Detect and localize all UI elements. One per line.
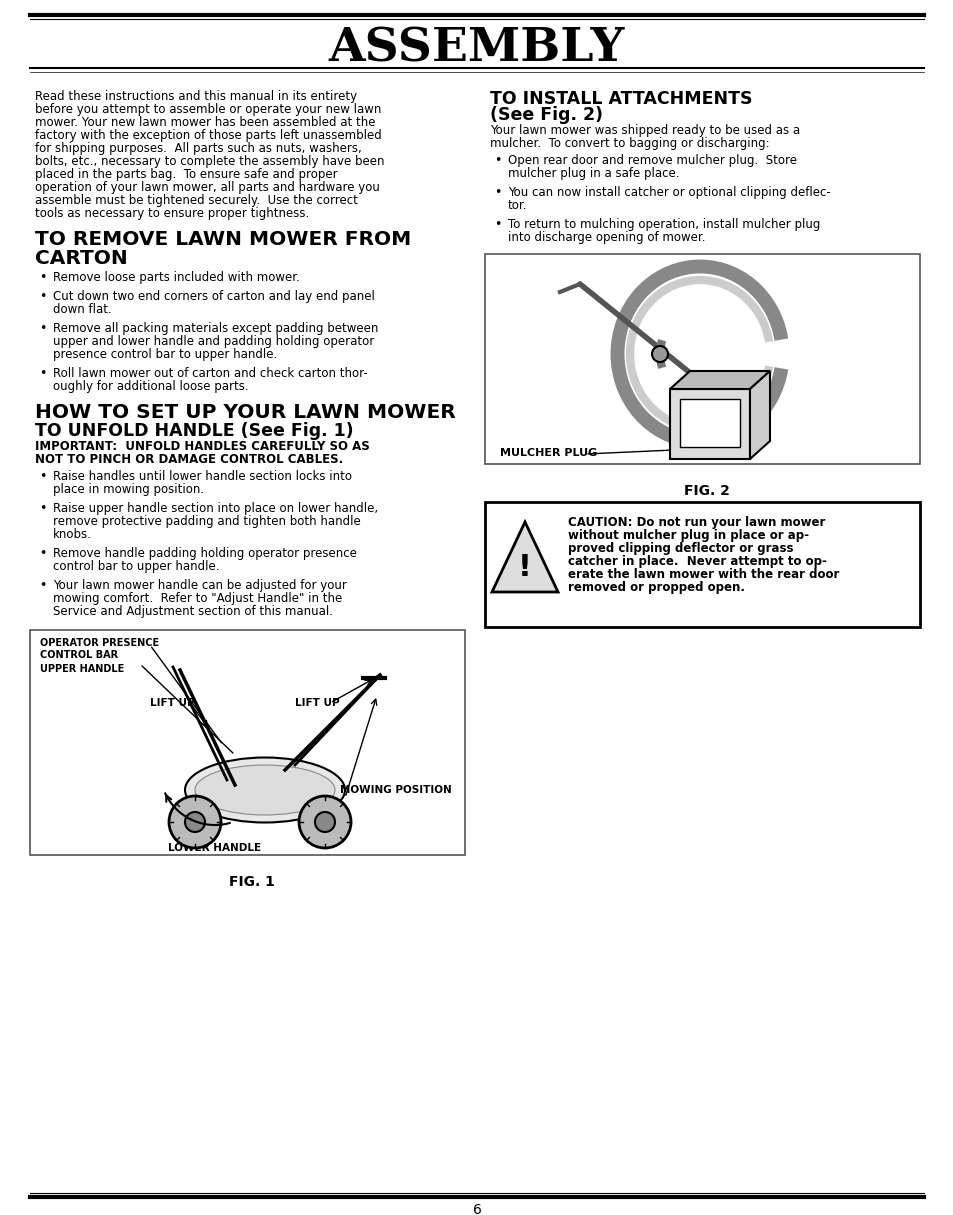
Bar <box>484 254 919 464</box>
Text: into discharge opening of mower.: into discharge opening of mower. <box>507 231 705 244</box>
Circle shape <box>314 812 335 832</box>
Text: erate the lawn mower with the rear door: erate the lawn mower with the rear door <box>567 567 839 581</box>
Text: Remove all packing materials except padding between: Remove all packing materials except padd… <box>53 322 378 335</box>
Text: •: • <box>39 271 47 284</box>
Text: oughly for additional loose parts.: oughly for additional loose parts. <box>53 380 249 392</box>
Text: presence control bar to upper handle.: presence control bar to upper handle. <box>53 347 277 361</box>
Text: 6: 6 <box>472 1203 481 1215</box>
Text: •: • <box>494 186 501 199</box>
Text: ASSEMBLY: ASSEMBLY <box>329 26 624 70</box>
Text: Your lawn mower handle can be adjusted for your: Your lawn mower handle can be adjusted f… <box>53 580 347 592</box>
Text: Raise handles until lower handle section locks into: Raise handles until lower handle section… <box>53 470 352 484</box>
Text: LIFT UP: LIFT UP <box>150 697 194 708</box>
Text: To return to mulching operation, install mulcher plug: To return to mulching operation, install… <box>507 217 820 231</box>
Text: You can now install catcher or optional clipping deflec-: You can now install catcher or optional … <box>507 186 830 199</box>
Text: for shipping purposes.  All parts such as nuts, washers,: for shipping purposes. All parts such as… <box>35 142 361 156</box>
Bar <box>30 631 464 855</box>
Text: Remove loose parts included with mower.: Remove loose parts included with mower. <box>53 271 299 284</box>
Text: UPPER HANDLE: UPPER HANDLE <box>40 665 124 674</box>
Bar <box>484 502 919 627</box>
Text: CAUTION: Do not run your lawn mower: CAUTION: Do not run your lawn mower <box>567 516 824 529</box>
Text: FIG. 1: FIG. 1 <box>229 875 274 889</box>
Circle shape <box>185 812 205 832</box>
Text: •: • <box>494 154 501 166</box>
Bar <box>679 399 740 447</box>
Ellipse shape <box>185 757 345 823</box>
Text: OPERATOR PRESENCE
CONTROL BAR: OPERATOR PRESENCE CONTROL BAR <box>40 638 159 660</box>
Text: Read these instructions and this manual in its entirety: Read these instructions and this manual … <box>35 90 356 103</box>
Text: •: • <box>494 217 501 231</box>
Circle shape <box>298 796 351 848</box>
Text: NOT TO PINCH OR DAMAGE CONTROL CABLES.: NOT TO PINCH OR DAMAGE CONTROL CABLES. <box>35 453 343 467</box>
Text: TO REMOVE LAWN MOWER FROM: TO REMOVE LAWN MOWER FROM <box>35 230 411 249</box>
Text: operation of your lawn mower, all parts and hardware you: operation of your lawn mower, all parts … <box>35 181 379 194</box>
Text: control bar to upper handle.: control bar to upper handle. <box>53 560 219 573</box>
Text: Your lawn mower was shipped ready to be used as a: Your lawn mower was shipped ready to be … <box>490 124 800 137</box>
Text: mowing comfort.  Refer to "Adjust Handle" in the: mowing comfort. Refer to "Adjust Handle"… <box>53 592 342 605</box>
Text: LOWER HANDLE: LOWER HANDLE <box>169 843 261 853</box>
Text: TO UNFOLD HANDLE (See Fig. 1): TO UNFOLD HANDLE (See Fig. 1) <box>35 423 354 441</box>
Text: assemble must be tightened securely.  Use the correct: assemble must be tightened securely. Use… <box>35 194 357 207</box>
Text: down flat.: down flat. <box>53 303 112 316</box>
Text: removed or propped open.: removed or propped open. <box>567 581 744 594</box>
Ellipse shape <box>194 765 335 815</box>
Text: Roll lawn mower out of carton and check carton thor-: Roll lawn mower out of carton and check … <box>53 367 367 380</box>
Text: without mulcher plug in place or ap-: without mulcher plug in place or ap- <box>567 529 808 542</box>
Text: TO INSTALL ATTACHMENTS: TO INSTALL ATTACHMENTS <box>490 90 752 108</box>
Text: proved clipping deflector or grass: proved clipping deflector or grass <box>567 542 793 555</box>
Text: •: • <box>39 322 47 335</box>
Text: before you attempt to assemble or operate your new lawn: before you attempt to assemble or operat… <box>35 103 381 115</box>
Bar <box>669 389 749 459</box>
Text: IMPORTANT:  UNFOLD HANDLES CAREFULLY SO AS: IMPORTANT: UNFOLD HANDLES CAREFULLY SO A… <box>35 440 370 453</box>
Text: •: • <box>39 470 47 484</box>
Text: Service and Adjustment section of this manual.: Service and Adjustment section of this m… <box>53 605 333 618</box>
Text: placed in the parts bag.  To ensure safe and proper: placed in the parts bag. To ensure safe … <box>35 168 337 181</box>
Text: (See Fig. 2): (See Fig. 2) <box>490 106 602 124</box>
Text: MOWING POSITION: MOWING POSITION <box>339 785 452 795</box>
Text: •: • <box>39 367 47 380</box>
Circle shape <box>651 346 667 362</box>
Text: •: • <box>39 290 47 303</box>
Polygon shape <box>669 371 769 389</box>
Text: upper and lower handle and padding holding operator: upper and lower handle and padding holdi… <box>53 335 374 347</box>
Text: factory with the exception of those parts left unassembled: factory with the exception of those part… <box>35 129 381 142</box>
Text: FIG. 2: FIG. 2 <box>683 484 729 498</box>
Text: •: • <box>39 502 47 515</box>
Text: mower. Your new lawn mower has been assembled at the: mower. Your new lawn mower has been asse… <box>35 115 375 129</box>
Polygon shape <box>749 371 769 459</box>
Text: mulcher.  To convert to bagging or discharging:: mulcher. To convert to bagging or discha… <box>490 137 769 149</box>
Text: HOW TO SET UP YOUR LAWN MOWER: HOW TO SET UP YOUR LAWN MOWER <box>35 403 456 422</box>
Text: Raise upper handle section into place on lower handle,: Raise upper handle section into place on… <box>53 502 377 515</box>
Text: knobs.: knobs. <box>53 529 91 541</box>
Text: !: ! <box>517 554 532 582</box>
Text: bolts, etc., necessary to complete the assembly have been: bolts, etc., necessary to complete the a… <box>35 156 384 168</box>
Text: mulcher plug in a safe place.: mulcher plug in a safe place. <box>507 166 679 180</box>
Text: CARTON: CARTON <box>35 249 128 267</box>
Text: tor.: tor. <box>507 199 527 211</box>
Text: remove protective padding and tighten both handle: remove protective padding and tighten bo… <box>53 515 360 529</box>
Text: catcher in place.  Never attempt to op-: catcher in place. Never attempt to op- <box>567 555 826 567</box>
Circle shape <box>169 796 221 848</box>
Text: Open rear door and remove mulcher plug.  Store: Open rear door and remove mulcher plug. … <box>507 154 796 166</box>
Text: MULCHER PLUG: MULCHER PLUG <box>499 448 597 458</box>
Polygon shape <box>492 522 558 592</box>
Text: •: • <box>39 580 47 592</box>
Text: Remove handle padding holding operator presence: Remove handle padding holding operator p… <box>53 547 356 560</box>
Text: tools as necessary to ensure proper tightness.: tools as necessary to ensure proper tigh… <box>35 207 309 220</box>
Text: place in mowing position.: place in mowing position. <box>53 484 204 496</box>
Text: Cut down two end corners of carton and lay end panel: Cut down two end corners of carton and l… <box>53 290 375 303</box>
Text: •: • <box>39 547 47 560</box>
Text: LIFT UP: LIFT UP <box>294 697 339 708</box>
